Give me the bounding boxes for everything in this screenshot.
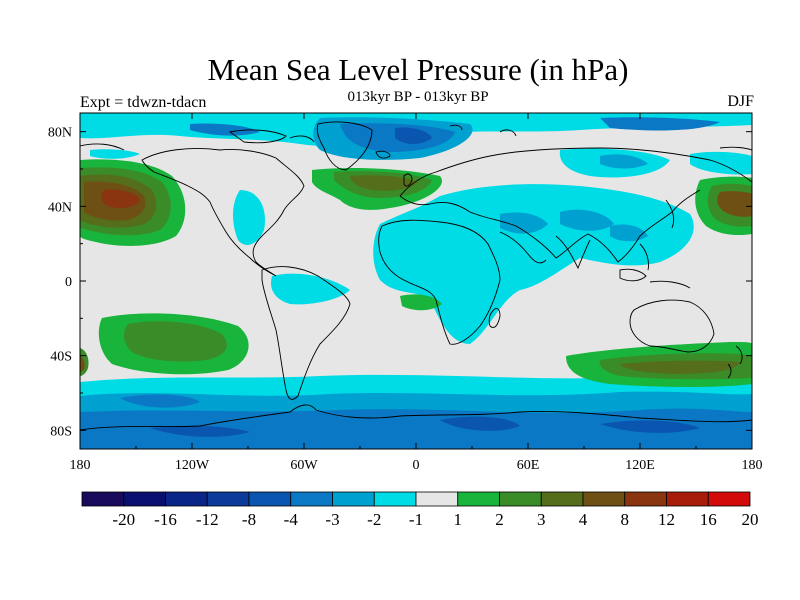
colorbar-label: -16 xyxy=(154,510,177,529)
lon-tick-label: 60W xyxy=(290,458,318,473)
lon-tick-label: 180 xyxy=(70,458,91,473)
colorbar-swatch xyxy=(582,491,626,507)
lat-tick-label: 80N xyxy=(48,126,72,141)
colorbar-swatch xyxy=(499,491,542,507)
arctic-contours xyxy=(80,113,752,160)
lon-tick-label: 120E xyxy=(625,458,655,473)
positive-contours xyxy=(80,159,752,387)
chart-title: Mean Sea Level Pressure (in hPa) xyxy=(207,52,629,87)
colorbar-label: -1 xyxy=(409,510,423,529)
colorbar-label: 12 xyxy=(658,510,675,529)
colorbar-swatch xyxy=(123,491,166,507)
colorbar-swatch xyxy=(290,491,333,507)
coastlines xyxy=(80,121,752,431)
colorbar-swatch xyxy=(666,491,709,507)
colorbar-swatch xyxy=(206,491,250,507)
colorbar-label: -3 xyxy=(325,510,339,529)
colorbar-swatch xyxy=(332,491,375,507)
colorbar: -20 -16 -12 -8 -4 -3 -2 -1 1 2 3 4 8 12 16 20 xyxy=(81,491,759,529)
colorbar-swatch xyxy=(373,491,417,507)
tropical-negative-contours xyxy=(233,148,752,344)
colorbar-label: -2 xyxy=(367,510,381,529)
colorbar-label: -8 xyxy=(242,510,256,529)
southern-ocean-contours xyxy=(80,374,752,449)
lat-tick-label: 40N xyxy=(48,200,72,215)
lon-tick-label: 180 xyxy=(742,458,763,473)
colorbar-swatch xyxy=(540,491,584,507)
map-field xyxy=(80,113,752,449)
colorbar-label: -20 xyxy=(112,510,135,529)
colorbar-label: 8 xyxy=(621,510,630,529)
lon-tick-label: 120W xyxy=(175,458,210,473)
colorbar-label: 1 xyxy=(454,510,463,529)
colorbar-swatch xyxy=(624,491,667,507)
lat-tick-label: 80S xyxy=(50,424,72,439)
colorbar-swatch xyxy=(707,491,751,507)
colorbar-label: 2 xyxy=(495,510,504,529)
lat-tick-label: 40S xyxy=(50,350,72,365)
colorbar-label: 4 xyxy=(579,510,588,529)
colorbar-swatch xyxy=(248,491,292,507)
lon-tick-label: 0 xyxy=(413,458,420,473)
map-axes: 80N 40N 0 40S 80S 180 120W 60W 0 60E 120E 180 xyxy=(48,113,763,473)
colorbar-swatch xyxy=(457,491,500,507)
colorbar-swatch xyxy=(81,491,125,507)
experiment-label: Expt = tdwzn-tdacn xyxy=(80,94,207,111)
lon-tick-label: 60E xyxy=(517,458,540,473)
colorbar-label: 3 xyxy=(537,510,546,529)
colorbar-label: 20 xyxy=(742,510,759,529)
colorbar-swatch xyxy=(165,491,208,507)
colorbar-swatch xyxy=(415,491,459,507)
colorbar-label: -4 xyxy=(284,510,299,529)
season-label: DJF xyxy=(727,93,754,110)
colorbar-label: 16 xyxy=(700,510,717,529)
lat-tick-label: 0 xyxy=(65,275,72,290)
colorbar-label: -12 xyxy=(196,510,219,529)
chart-subtitle: 013kyr BP - 013kyr BP xyxy=(347,89,489,105)
